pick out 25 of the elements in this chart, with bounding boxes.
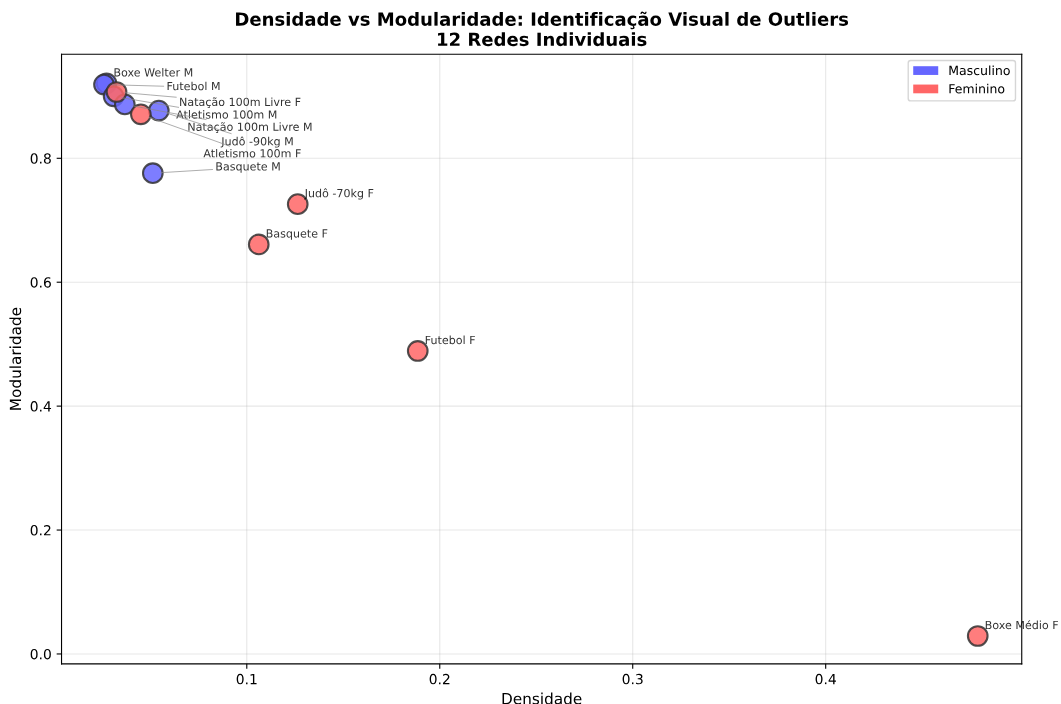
- x-tick-label: 0.3: [622, 673, 643, 685]
- y-tick-label: 0.6: [30, 277, 51, 288]
- legend-label: Masculino: [949, 65, 1010, 76]
- annotation: Atletismo 100m M: [176, 110, 277, 119]
- annotation: Judô -70kg F: [304, 188, 374, 200]
- annotation: Boxe Welter M: [114, 67, 193, 77]
- annotation: Basquete M: [216, 162, 280, 173]
- y-tick-label: 0.4: [30, 401, 52, 412]
- y-tick-label: 0.8: [30, 153, 51, 164]
- y-tick-label: 0.2: [30, 525, 51, 536]
- legend-label: Feminino: [949, 83, 1005, 94]
- x-tick-label: 0.4: [815, 673, 836, 685]
- annotation: Futebol M: [167, 81, 220, 91]
- annotation: Judô -90kg M: [220, 136, 293, 148]
- annotation: Atletismo 100m F: [203, 148, 301, 158]
- annotation: Basquete F: [266, 229, 328, 240]
- y-axis-title: Modularidade: [9, 307, 22, 410]
- x-axis-title: Densidade: [502, 692, 582, 704]
- annotation: Natação 100m Livre M: [188, 122, 312, 133]
- annotation: Futebol F: [425, 335, 475, 345]
- annotation: Natação 100m Livre F: [180, 97, 301, 109]
- x-tick-label: 0.2: [429, 673, 450, 685]
- chart-title: Densidade vs Modularidade: Identificação Visual de Outliers 12 Redes Individuais: [236, 11, 849, 47]
- y-tick-label: 0.0: [30, 648, 51, 660]
- x-tick-label: 0.1: [236, 673, 257, 685]
